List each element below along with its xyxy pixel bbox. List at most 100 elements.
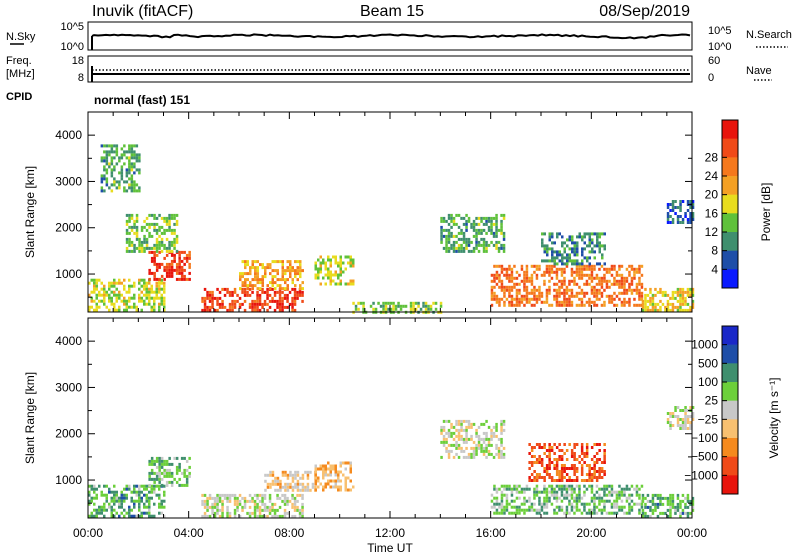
- echo-cell: [618, 273, 621, 277]
- echo-cell: [666, 299, 670, 303]
- echo-cell: [563, 276, 566, 280]
- echo-cell: [568, 443, 571, 446]
- echo-cell: [155, 262, 159, 266]
- echo-cell: [103, 508, 106, 512]
- echo-cell: [158, 465, 161, 469]
- echo-cell: [578, 508, 581, 512]
- echo-cell: [467, 437, 471, 441]
- echo-cell: [535, 461, 539, 464]
- echo-cell: [359, 301, 363, 305]
- echo-cell: [644, 287, 647, 291]
- echo-cell: [485, 249, 488, 253]
- echo-cell: [671, 209, 675, 212]
- echo-cell: [457, 237, 461, 241]
- echo-cell: [324, 485, 327, 489]
- echo-cell: [615, 496, 619, 500]
- echo-cell: [500, 443, 503, 447]
- echo-cell: [525, 264, 529, 268]
- echo-cell: [148, 505, 151, 509]
- echo-cell: [465, 428, 468, 432]
- echo-cell: [128, 249, 131, 253]
- echo-cell: [447, 428, 451, 432]
- echo-cell: [689, 287, 692, 291]
- echo-cell: [583, 303, 586, 307]
- colorbar-segment: [722, 382, 738, 401]
- echo-cell: [605, 511, 609, 515]
- echo-cell: [553, 264, 556, 268]
- echo-cell: [679, 206, 682, 209]
- echo-cell: [455, 428, 458, 432]
- echo-cell: [595, 458, 599, 461]
- echo-cell: [175, 237, 179, 241]
- echo-cell: [269, 470, 272, 474]
- echo-cell: [684, 415, 687, 418]
- echo-cell: [128, 487, 131, 491]
- echo-cell: [281, 269, 284, 273]
- echo-cell: [241, 302, 244, 306]
- echo-cell: [508, 279, 511, 283]
- echo-cell: [689, 499, 692, 503]
- echo-cell: [394, 307, 398, 311]
- echo-cell: [497, 228, 501, 232]
- echo-cell: [676, 493, 680, 497]
- echo-cell: [633, 267, 636, 271]
- echo-cell: [523, 297, 526, 301]
- echo-cell: [392, 301, 395, 305]
- echo-cell: [125, 305, 128, 309]
- echo-cell: [138, 287, 141, 291]
- echo-cell: [563, 493, 566, 497]
- echo-cell: [123, 499, 126, 503]
- echo-cell: [520, 502, 524, 506]
- echo-cell: [550, 449, 554, 452]
- echo-cell: [158, 505, 161, 509]
- echo-cell: [258, 505, 262, 509]
- echo-cell: [570, 270, 574, 274]
- echo-cell: [293, 293, 297, 297]
- echo-cell: [223, 496, 227, 500]
- echo-cell: [533, 446, 536, 449]
- echo-cell: [213, 499, 217, 503]
- echo-cell: [113, 284, 116, 288]
- echo-cell: [576, 241, 579, 245]
- echo-cell: [442, 219, 446, 223]
- echo-cell: [591, 250, 594, 254]
- echo-cell: [150, 484, 153, 488]
- echo-cell: [635, 484, 639, 488]
- echo-cell: [203, 305, 207, 309]
- echo-cell: [686, 218, 690, 221]
- echo-cell: [291, 278, 294, 282]
- echo-cell: [563, 470, 566, 473]
- echo-cell: [221, 499, 224, 503]
- echo-cell: [528, 479, 531, 482]
- echo-cell: [477, 443, 481, 447]
- echo-cell: [130, 508, 133, 512]
- echo-cell: [590, 276, 594, 280]
- echo-cell: [590, 490, 594, 494]
- echo-cell: [671, 290, 675, 294]
- echo-cell: [271, 287, 274, 291]
- echo-cell: [266, 485, 270, 489]
- echo-cell: [276, 299, 279, 303]
- echo-cell: [105, 496, 108, 500]
- echo-cell: [105, 177, 109, 181]
- echo-cell: [185, 477, 189, 481]
- echo-cell: [208, 290, 212, 294]
- echo-cell: [165, 246, 169, 250]
- echo-cell: [291, 473, 295, 477]
- echo-cell: [563, 484, 566, 488]
- echo-cell: [329, 485, 332, 489]
- echo-cell: [610, 502, 614, 506]
- echo-cell: [135, 237, 139, 241]
- echo-cell: [283, 305, 287, 309]
- echo-cell: [669, 209, 672, 212]
- echo-cell: [281, 299, 284, 303]
- echo-cell: [583, 505, 586, 509]
- echo-cell: [523, 285, 526, 289]
- echo-cell: [178, 468, 181, 472]
- echo-cell: [281, 278, 284, 282]
- echo-cell: [251, 266, 254, 270]
- echo-cell: [138, 296, 141, 300]
- echo-cell: [635, 291, 639, 295]
- echo-cell: [178, 265, 181, 269]
- time-axis-label: Time UT: [367, 541, 413, 554]
